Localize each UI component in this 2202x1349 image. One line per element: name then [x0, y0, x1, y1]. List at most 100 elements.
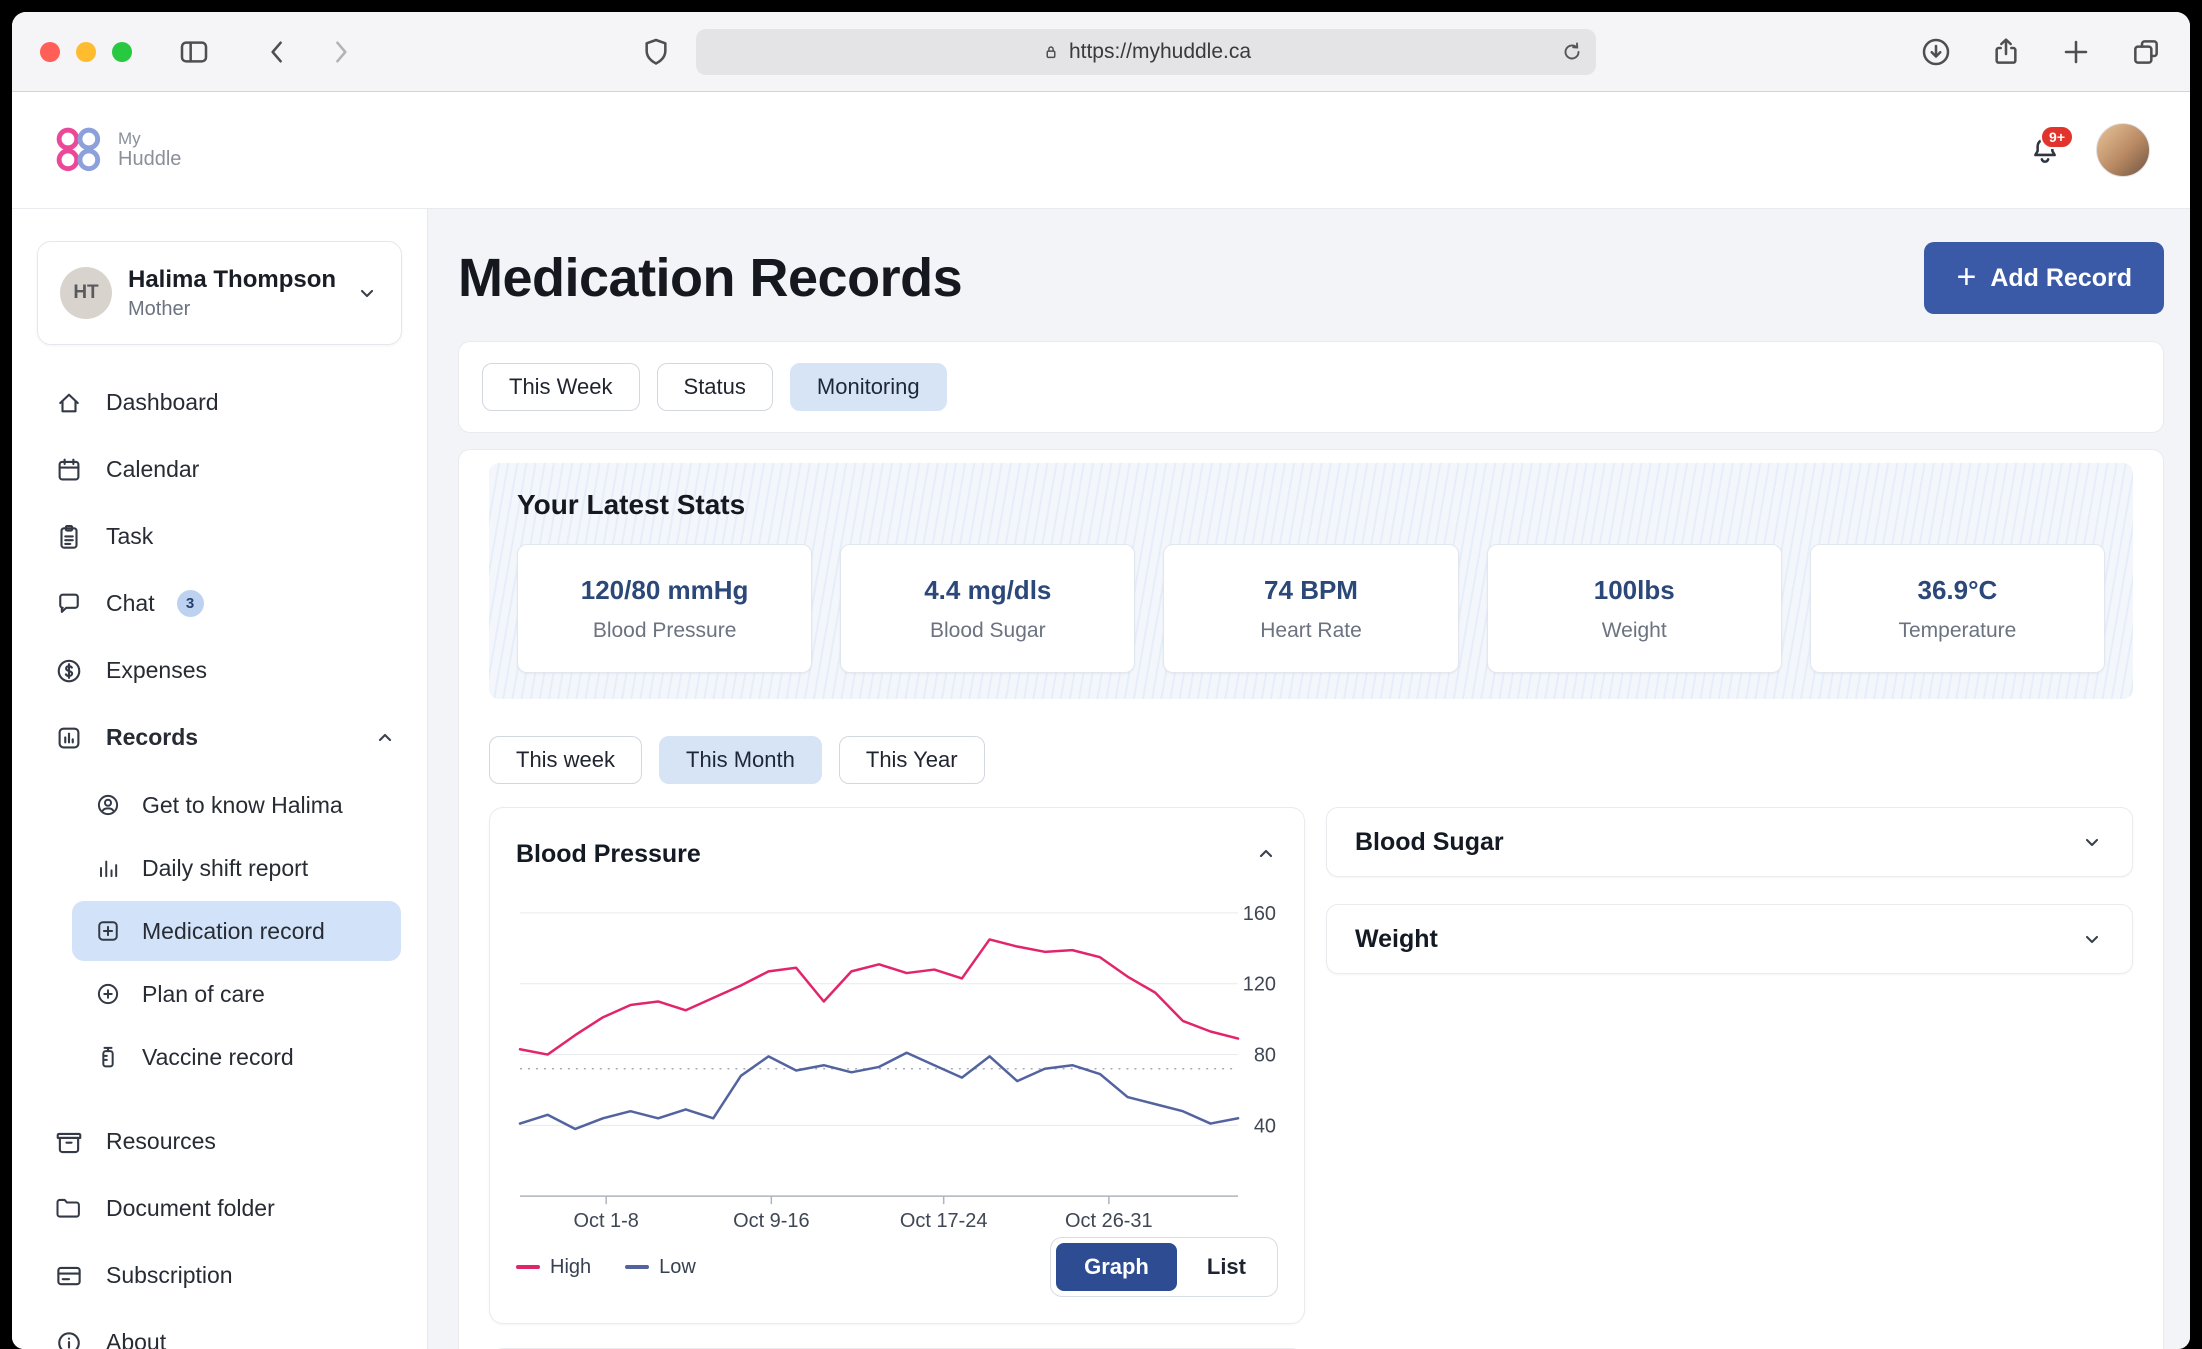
zoom-button[interactable]	[112, 41, 132, 62]
plus-icon: +	[1956, 257, 1977, 296]
sidebar-item-medication-record[interactable]: Medication record	[72, 901, 401, 961]
minimize-button[interactable]	[76, 41, 96, 62]
range-this-year[interactable]: This Year	[838, 736, 985, 784]
stat-card-weight: 100lbs Weight	[1486, 544, 1782, 673]
bp-chart: 160 120 80 40 Oct 1-8 Oct 9-16 Oct 17-24 Oct 26…	[518, 903, 1276, 1229]
chart-title: Blood Pressure	[516, 839, 701, 868]
latest-stats-panel: Your Latest Stats 120/80 mmHg Blood Pres…	[489, 463, 2133, 699]
blood-sugar-panel[interactable]: Blood Sugar	[1326, 807, 2133, 877]
task-clipboard-icon	[54, 522, 84, 552]
chevron-down-icon	[2080, 927, 2104, 951]
calendar-icon	[54, 455, 84, 485]
graph-toggle-button[interactable]: Graph	[1056, 1243, 1177, 1292]
main-content: Medication Records + Add Record This Wee…	[428, 209, 2190, 1349]
sidebar-item-resources[interactable]: Resources	[12, 1108, 427, 1175]
collapse-chevron-up-icon[interactable]	[1254, 842, 1278, 866]
range-this-week[interactable]: This week	[489, 736, 643, 784]
tab-overview-icon[interactable]	[2130, 36, 2162, 68]
care-recipient-role: Mother	[128, 297, 191, 320]
expenses-dollar-icon	[54, 656, 84, 686]
sidebar-item-records[interactable]: Records	[12, 704, 427, 771]
records-submenu: Get to know Halima Daily shift report Me…	[12, 775, 427, 1087]
weight-panel[interactable]: Weight	[1326, 904, 2133, 974]
sidebar-item-subscription[interactable]: Subscription	[12, 1242, 427, 1309]
range-this-month[interactable]: This Month	[659, 736, 822, 784]
svg-text:Oct 1-8: Oct 1-8	[573, 1210, 638, 1229]
sidebar-item-about[interactable]: About	[12, 1309, 427, 1349]
tab-status[interactable]: Status	[656, 363, 773, 411]
stat-card-heart-rate: 74 BPM Heart Rate	[1163, 544, 1459, 673]
sidebar-item-daily-shift-report[interactable]: Daily shift report	[72, 838, 401, 898]
refresh-icon[interactable]	[1560, 40, 1584, 64]
sidebar-item-task[interactable]: Task	[12, 503, 427, 570]
notification-badge: 9+	[2040, 125, 2074, 149]
medication-plus-square-icon	[94, 917, 122, 945]
chart-legend: High Low	[516, 1256, 696, 1279]
view-tabs: This Week Status Monitoring	[458, 341, 2164, 433]
svg-text:Oct 17-24: Oct 17-24	[900, 1210, 988, 1229]
sidebar-nav: Dashboard Calendar Task Chat 3 Exp	[12, 369, 427, 1349]
sidebar-item-chat[interactable]: Chat 3	[12, 570, 427, 637]
legend-high-label: High	[550, 1255, 592, 1278]
blood-pressure-chart-card: Blood Pressure 160 120 80 40 Oct 1-8 Oct 9-16…	[489, 807, 1305, 1325]
notifications-bell-icon[interactable]: 9+	[2028, 125, 2074, 167]
graph-list-toggle: Graph List	[1050, 1237, 1278, 1298]
sidebar-item-calendar[interactable]: Calendar	[12, 436, 427, 503]
close-button[interactable]	[40, 41, 60, 62]
app-header: My Huddle 9+	[12, 92, 2190, 209]
forward-button[interactable]	[324, 36, 356, 68]
page-title: Medication Records	[458, 248, 963, 308]
sidebar-item-expenses[interactable]: Expenses	[12, 637, 427, 704]
new-tab-icon[interactable]	[2060, 36, 2092, 68]
privacy-shield-icon[interactable]	[640, 36, 672, 68]
chevron-down-icon	[2080, 830, 2104, 854]
care-recipient-avatar: HT	[60, 267, 112, 319]
stat-card-temperature: 36.9°C Temperature	[1809, 544, 2106, 673]
tab-monitoring[interactable]: Monitoring	[789, 363, 947, 411]
chevron-up-icon	[373, 726, 397, 750]
huddle-logo-icon	[56, 127, 101, 172]
plan-plus-circle-icon	[94, 980, 122, 1008]
legend-low-swatch	[625, 1265, 650, 1270]
sidebar-item-plan-of-care[interactable]: Plan of care	[72, 964, 401, 1024]
logo-text-line2: Huddle	[118, 148, 182, 171]
sidebar-item-dashboard[interactable]: Dashboard	[12, 369, 427, 436]
add-record-button[interactable]: + Add Record	[1924, 242, 2164, 314]
legend-high-swatch	[516, 1265, 540, 1270]
browser-toolbar: https://myhuddle.ca	[12, 12, 2190, 92]
vaccine-icon	[94, 1043, 122, 1071]
subscription-card-icon	[54, 1261, 84, 1291]
legend-low-label: Low	[659, 1255, 696, 1278]
window-controls	[40, 41, 132, 62]
sidebar-item-vaccine-record[interactable]: Vaccine record	[72, 1027, 401, 1087]
browser-window: https://myhuddle.ca	[12, 12, 2190, 1349]
back-button[interactable]	[262, 36, 294, 68]
logo-text-line1: My	[118, 128, 141, 148]
folder-icon	[54, 1194, 84, 1224]
downloads-icon[interactable]	[1920, 36, 1952, 68]
list-toggle-button[interactable]: List	[1181, 1243, 1272, 1291]
svg-text:Oct 26-31: Oct 26-31	[1065, 1210, 1153, 1229]
app-logo[interactable]: My Huddle	[52, 123, 181, 177]
svg-text:120: 120	[1243, 974, 1276, 996]
svg-text:80: 80	[1254, 1045, 1276, 1067]
care-recipient-name: Halima Thompson	[128, 265, 337, 293]
svg-text:160: 160	[1243, 903, 1276, 925]
monitoring-panel: Your Latest Stats 120/80 mmHg Blood Pres…	[458, 449, 2164, 1349]
sidebar-item-document-folder[interactable]: Document folder	[12, 1175, 427, 1242]
address-bar[interactable]: https://myhuddle.ca	[696, 28, 1596, 75]
records-chart-icon	[54, 723, 84, 753]
user-avatar[interactable]	[2096, 123, 2150, 177]
stat-card-blood-sugar: 4.4 mg/dls Blood Sugar	[840, 544, 1136, 673]
tab-this-week[interactable]: This Week	[482, 363, 640, 411]
stats-title: Your Latest Stats	[517, 489, 746, 520]
care-recipient-selector[interactable]: HT Halima Thompson Mother	[37, 241, 402, 345]
person-circle-icon	[94, 791, 122, 819]
sidebar-toggle-icon[interactable]	[178, 36, 210, 68]
archive-box-icon	[54, 1127, 84, 1157]
stat-card-blood-pressure: 120/80 mmHg Blood Pressure	[517, 544, 813, 673]
share-icon[interactable]	[1990, 36, 2022, 68]
sidebar-item-get-to-know[interactable]: Get to know Halima	[72, 775, 401, 835]
sidebar: HT Halima Thompson Mother Dashboard Cale…	[12, 209, 428, 1349]
